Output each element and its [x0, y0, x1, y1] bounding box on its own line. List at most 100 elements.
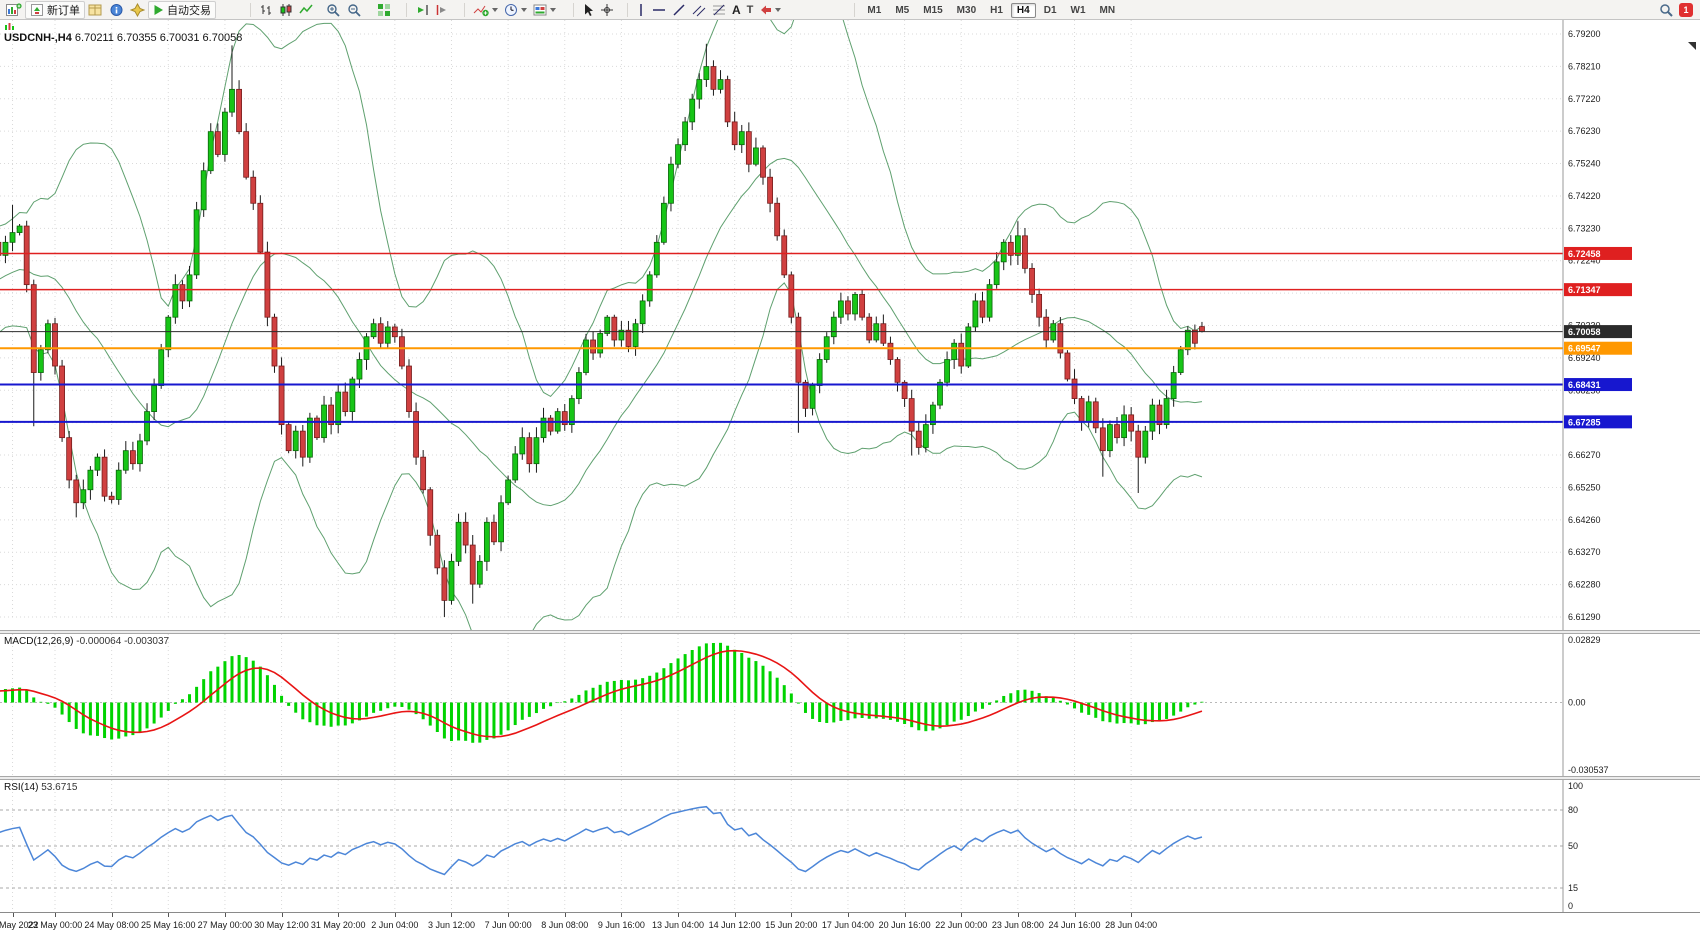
channel-tool-icon[interactable]: [690, 1, 708, 19]
bollinger-lower-band: [0, 282, 1203, 630]
price-level-label-text: 6.69547: [1568, 344, 1601, 354]
main-chart-canvas[interactable]: 6.79200 6.78210 6.77220 6.76230 6.75240 6.742…: [0, 20, 1700, 630]
new-order-button[interactable]: 新订单: [25, 0, 85, 19]
price-tick: 6.64260: [1568, 515, 1601, 525]
candle-body: [760, 147, 766, 178]
time-label: 23 May 00:00: [27, 920, 83, 930]
cursor-icon[interactable]: [580, 1, 596, 19]
timeframe-button-h4[interactable]: H4: [1010, 2, 1036, 18]
fibonacci-tool-icon[interactable]: [710, 1, 728, 19]
time-label: 8 Jun 08:00: [541, 920, 589, 930]
timeframe-button-m15[interactable]: M15: [923, 4, 943, 16]
horizontal-line-tool-icon[interactable]: [650, 1, 668, 19]
timeframe-button-mn[interactable]: MN: [1099, 4, 1116, 16]
zoom-in-icon[interactable]: [324, 1, 343, 19]
candle-body: [689, 98, 696, 123]
candle-body: [944, 359, 950, 383]
autotrading-button[interactable]: 自动交易: [148, 0, 216, 19]
candle-body: [880, 323, 887, 344]
time-tick: [224, 913, 226, 917]
market-watch-icon[interactable]: [86, 1, 105, 19]
candle-body: [951, 342, 958, 360]
timeframe-button-d1[interactable]: D1: [1043, 4, 1057, 16]
candle-body: [696, 79, 703, 100]
bar-chart-mode-icon[interactable]: [257, 1, 275, 19]
candle-body: [115, 469, 122, 500]
time-label: 17 Jun 04:00: [821, 920, 874, 930]
candle-body: [837, 300, 844, 318]
candle-body: [271, 316, 278, 367]
candle-body: [37, 349, 44, 373]
new-chart-icon[interactable]: [4, 1, 24, 19]
periods-icon[interactable]: [502, 1, 529, 19]
candle-body: [420, 456, 427, 491]
candle-body: [200, 170, 207, 211]
bollinger-middle-band: [0, 157, 1203, 507]
candle-body: [738, 131, 745, 146]
chevron-down-icon: [492, 7, 498, 12]
macd-values: -0.000064 -0.003037: [76, 636, 170, 647]
zoom-out-icon[interactable]: [345, 1, 364, 19]
time-label: 2 Jun 04:00: [371, 920, 419, 930]
label-tool-icon[interactable]: T: [746, 3, 754, 16]
price-tick: 6.79200: [1568, 29, 1601, 39]
notification-badge[interactable]: 1: [1679, 2, 1693, 17]
macd-panel[interactable]: 0.02829 0.00 -0.030537 MACD(12,26,9) -0.00…: [0, 634, 1700, 776]
search-icon[interactable]: [1657, 1, 1676, 19]
timeframe-button-h1[interactable]: H1: [990, 4, 1003, 16]
crosshair-icon[interactable]: [598, 1, 616, 19]
time-tick: [734, 913, 736, 917]
candle-body: [172, 284, 179, 318]
candle-body: [830, 316, 837, 338]
candle-body: [1000, 241, 1007, 263]
line-chart-mode-icon[interactable]: [297, 1, 315, 19]
time-label: 25 May 16:00: [140, 920, 196, 930]
candle-body: [774, 202, 781, 237]
candle-body: [9, 232, 16, 243]
candlestick-mode-icon[interactable]: [277, 1, 295, 19]
panel-separator[interactable]: [0, 630, 1700, 634]
candle-body: [349, 378, 356, 412]
candle-body: [356, 359, 363, 380]
candle-body: [561, 411, 568, 426]
candle-body: [94, 456, 101, 471]
navigator-icon[interactable]: [128, 1, 147, 19]
timeframe-button-m1[interactable]: M1: [867, 4, 882, 16]
chart-symbol-period: USDCNH-,H4: [4, 32, 72, 44]
candle-body: [859, 294, 866, 318]
price-level-label: [1564, 378, 1632, 392]
auto-scroll-icon[interactable]: [413, 1, 431, 19]
candle-body: [1163, 398, 1170, 426]
templates-icon[interactable]: [531, 1, 558, 19]
indicators-icon[interactable]: [471, 1, 500, 19]
timeframe-button-m5[interactable]: M5: [895, 4, 910, 16]
candle-body: [576, 372, 582, 399]
timeframe-button-m30[interactable]: M30: [956, 4, 977, 16]
price-level-label-text: 6.70058: [1568, 327, 1601, 337]
main-chart-panel[interactable]: 6.79200 6.78210 6.77220 6.76230 6.75240 6.742…: [0, 20, 1700, 630]
candle-body: [66, 437, 73, 481]
rsi-line: [0, 805, 1203, 876]
price-level-label-text: 6.67285: [1568, 417, 1601, 427]
candle-body: [328, 404, 335, 426]
chart-shift-icon[interactable]: [433, 1, 451, 19]
time-label: 19 May 2022: [0, 920, 39, 930]
time-tick: [508, 913, 510, 917]
candle-body: [158, 349, 165, 386]
candle-body: [1085, 401, 1092, 422]
trendline-tool-icon[interactable]: [670, 1, 688, 19]
scale-arrow-icon[interactable]: [1688, 42, 1696, 50]
panel-separator[interactable]: [0, 776, 1700, 780]
candle-body: [52, 323, 58, 367]
text-tool-icon[interactable]: A: [732, 2, 741, 17]
rsi-panel[interactable]: 100 80 50 15 0 RSI(14) 53.6715: [0, 780, 1700, 912]
candle-body: [370, 323, 377, 338]
data-window-icon[interactable]: [107, 1, 126, 19]
vertical-line-tool-icon[interactable]: [634, 1, 648, 19]
play-icon: [154, 4, 163, 15]
rsi-label: RSI(14): [4, 782, 39, 793]
tile-windows-icon[interactable]: [375, 1, 393, 19]
timeframe-button-w1[interactable]: W1: [1070, 4, 1086, 16]
shapes-tool-icon[interactable]: [757, 1, 783, 19]
